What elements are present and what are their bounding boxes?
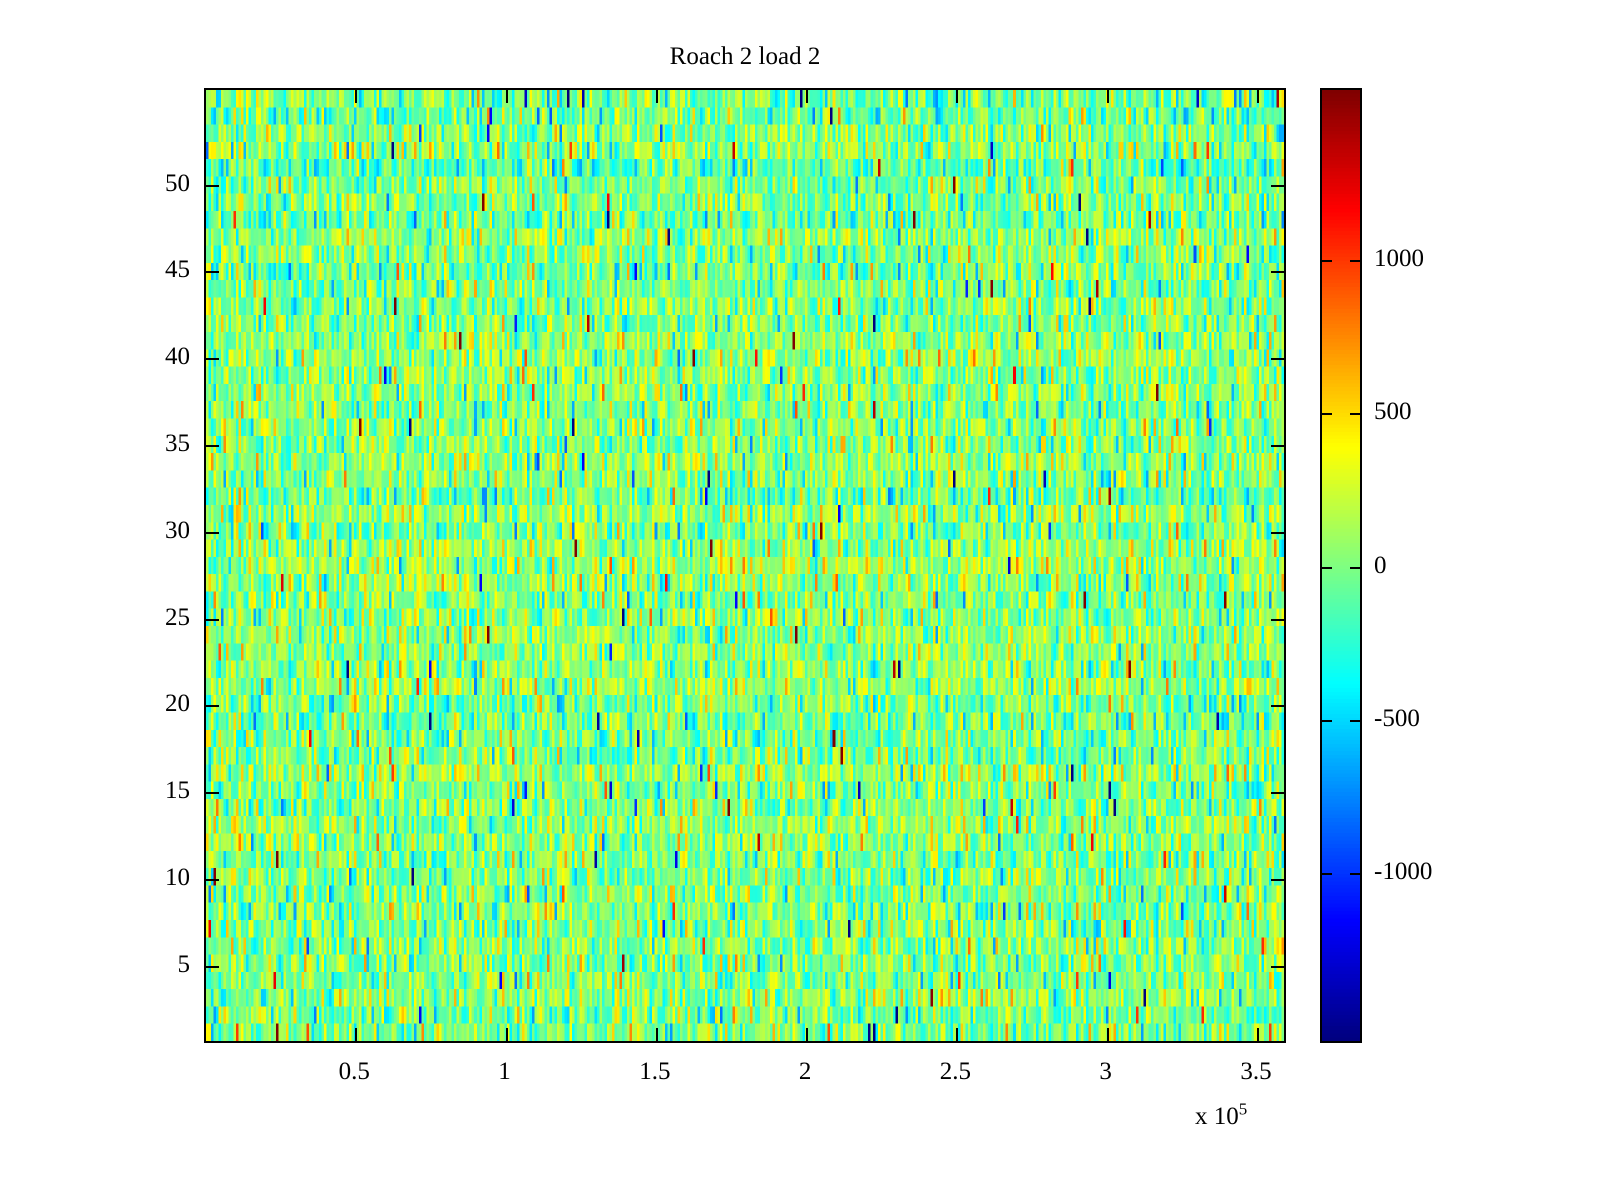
x-axis-tick-label: 2.5 [939, 1058, 971, 1085]
colorbar-tick-label: 500 [1374, 398, 1412, 426]
x-exponent-mantissa: x 10 [1195, 1103, 1239, 1130]
x-axis-tick-label: 1.5 [639, 1058, 671, 1085]
y-axis-tick-label: 10 [165, 864, 190, 892]
y-axis-tick-label: 30 [165, 516, 190, 544]
y-axis-tick-label: 45 [165, 256, 190, 284]
page-title: Roach 2 load 2 [669, 43, 821, 70]
heatmap-axes[interactable] [204, 88, 1286, 1043]
x-axis-tick-label: 3 [1099, 1058, 1112, 1085]
y-axis-tick-label: 25 [165, 603, 190, 631]
colorbar-tick-label: 1000 [1374, 245, 1424, 273]
y-axis-tick-label: 5 [177, 950, 191, 978]
colorbar-tick-label: -1000 [1374, 857, 1433, 885]
x-axis-exponent-label: x 105 [1195, 1101, 1247, 1130]
x-axis-tick-label: 3.5 [1240, 1058, 1272, 1085]
x-axis-tick-label: 2 [798, 1058, 812, 1085]
y-axis-tick-label: 50 [165, 169, 190, 197]
x-axis-tick-label: 0.5 [338, 1058, 370, 1085]
colorbar-tick-label: 0 [1374, 551, 1387, 579]
y-axis-tick-label: 35 [165, 429, 190, 457]
x-axis-tick-label: 1 [498, 1058, 511, 1085]
colorbar[interactable] [1320, 88, 1362, 1043]
x-exponent-power: 5 [1238, 1099, 1248, 1119]
colorbar-tick-label: -500 [1374, 704, 1420, 732]
heatmap-image [206, 90, 1284, 1041]
y-axis-tick-label: 15 [165, 777, 190, 805]
y-axis-tick-label: 20 [165, 690, 190, 718]
colorbar-gradient [1322, 90, 1360, 1041]
y-axis-tick-label: 40 [165, 343, 190, 371]
